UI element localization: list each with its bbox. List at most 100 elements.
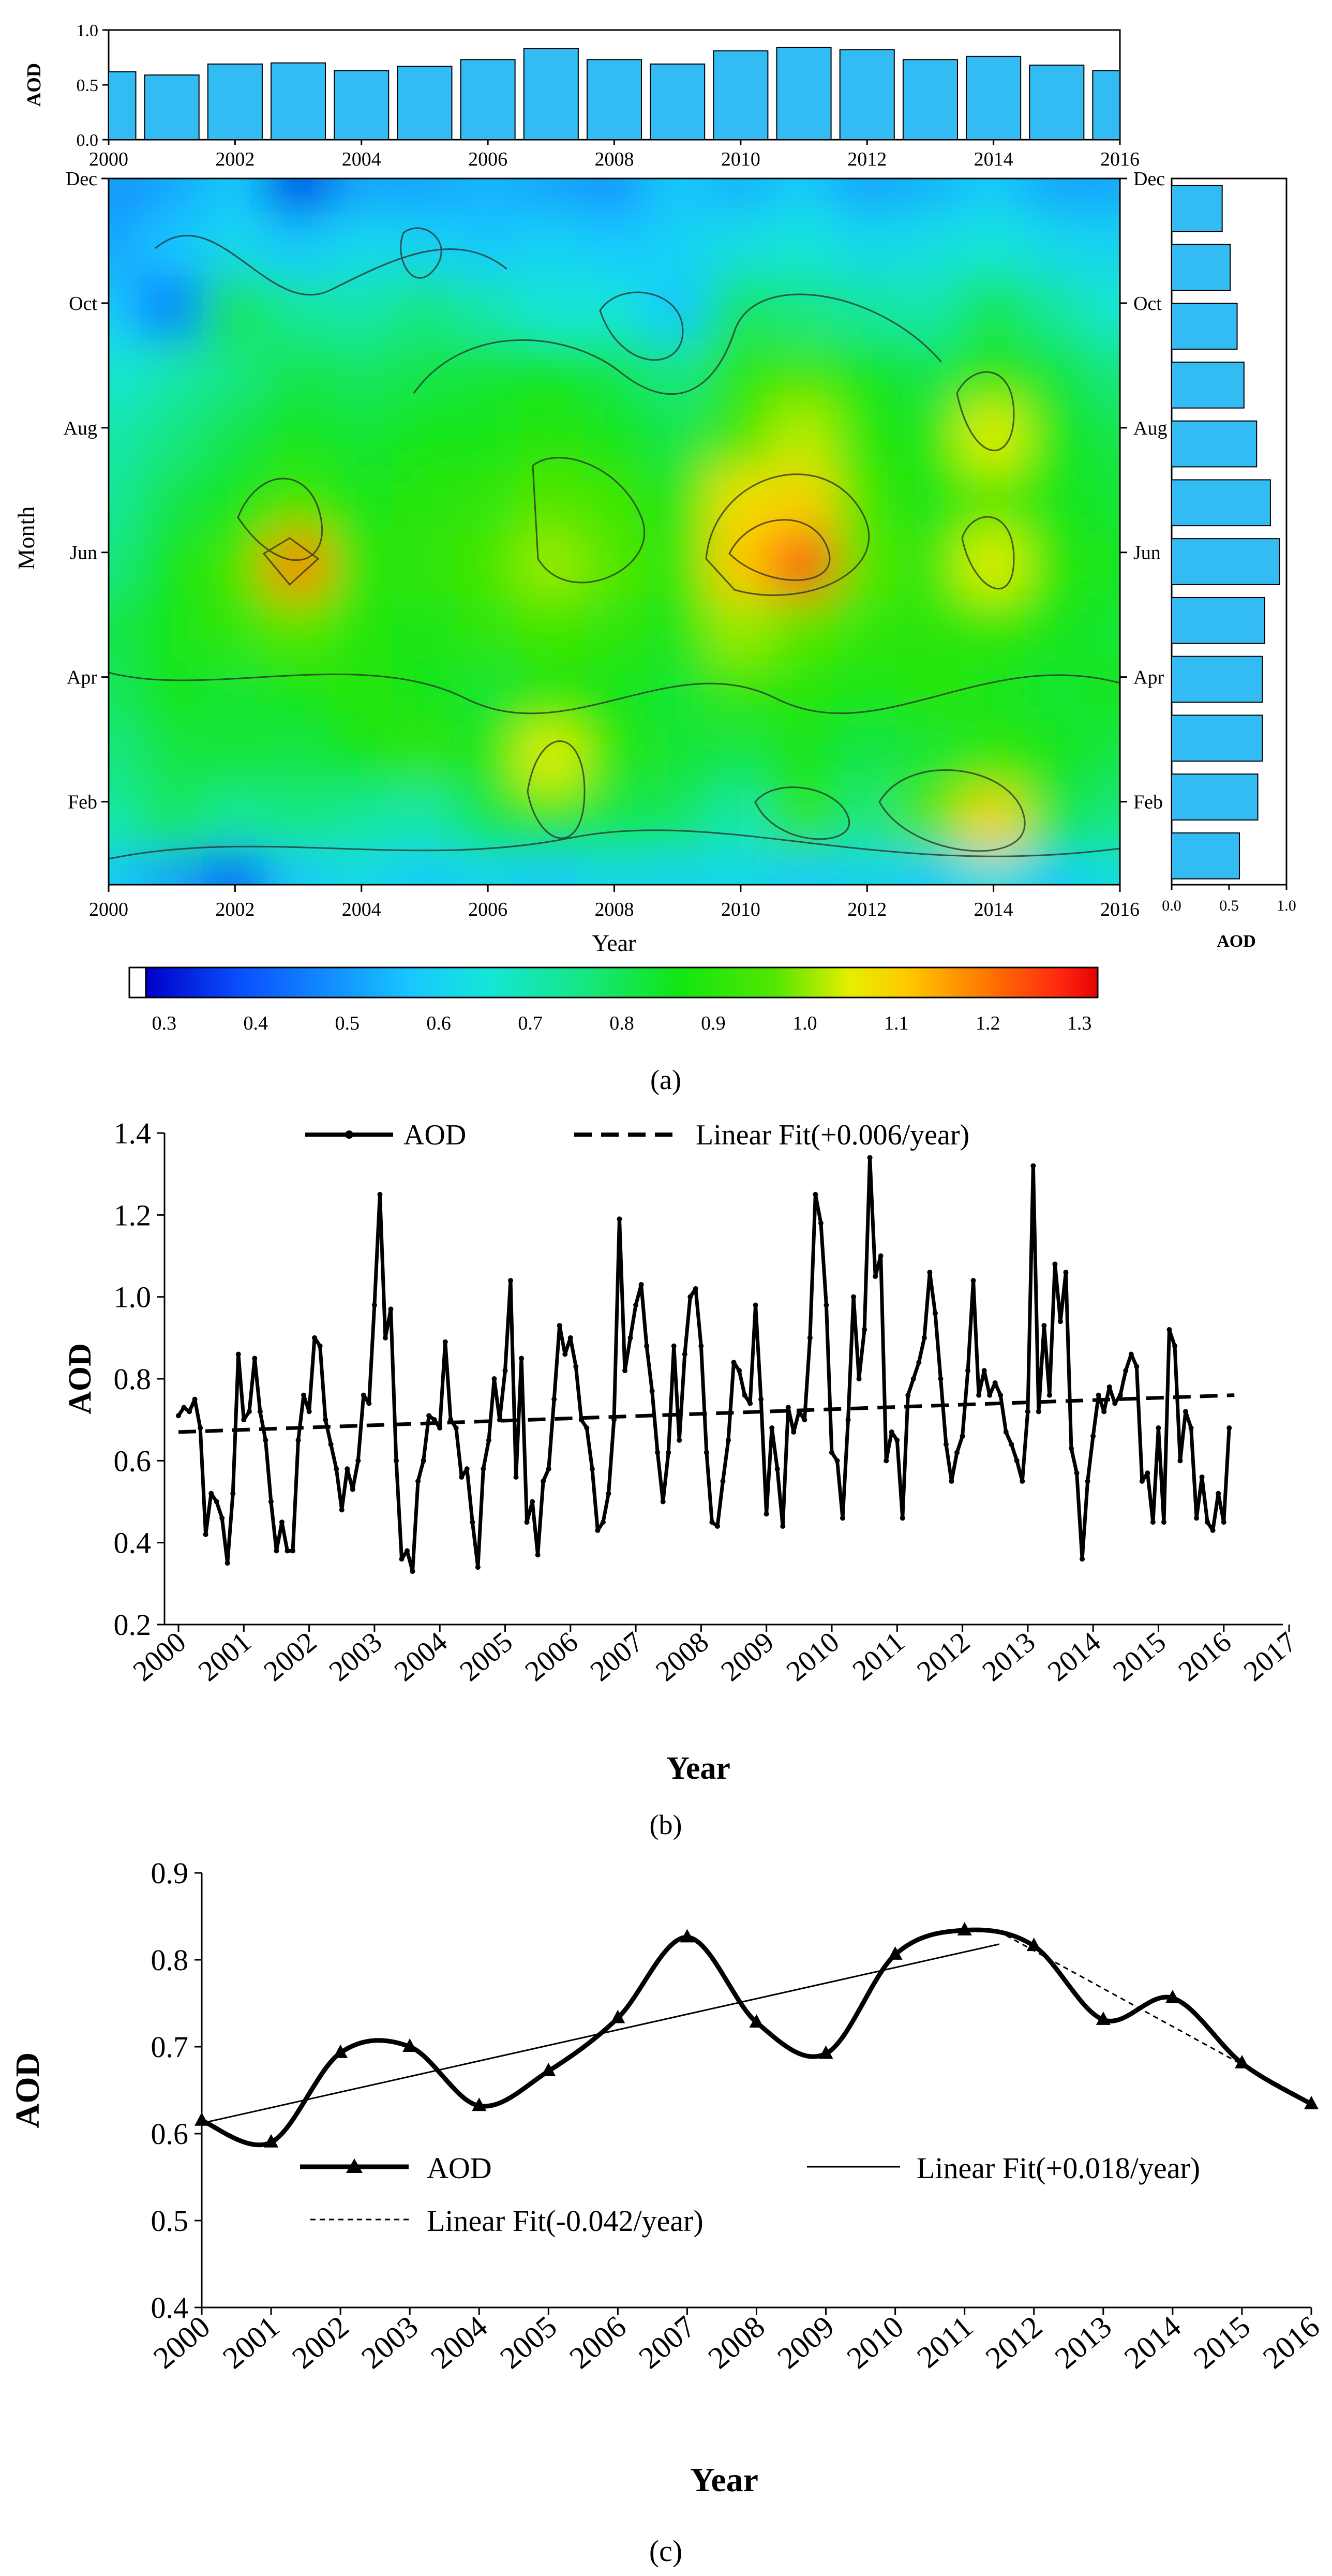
heatmap-cell [455,210,521,276]
heatmap-cell [581,402,647,469]
b-aod-point [410,1569,415,1574]
b-aod-point [323,1417,328,1423]
contour-line [400,227,442,279]
b-aod-point [1194,1515,1200,1521]
contour-line [109,829,1120,860]
b-aod-point [758,1396,764,1402]
heatmap-cell [1024,659,1089,725]
heatmap-cell [328,530,394,597]
right-xtick-label: 0.0 [1162,897,1181,914]
b-legend-fit-label: Linear Fit(+0.006/year) [696,1119,969,1151]
b-aod-point [666,1450,671,1455]
heatmap-cell [202,594,268,661]
b-aod-point [1156,1425,1161,1431]
heatmap-xlabel: Year [592,930,636,956]
heatmap-cell [518,530,584,597]
monthly-bar [1171,479,1271,527]
heatmap-cell [202,210,268,276]
heatmap-cell [1087,274,1120,340]
b-aod-point [1166,1327,1172,1332]
heatmap-cell [265,723,331,790]
monthly-bar [1171,420,1258,468]
heatmap-ytick-label: Oct [69,293,97,315]
heatmap-cell [645,530,710,597]
c-ytick-label: 0.9 [151,1856,189,1890]
heatmap-cell [961,402,1026,469]
b-xtick-label: 2008 [650,1626,715,1687]
heatmap-cell [771,787,837,854]
b-legend-aod-label: AOD [403,1119,466,1151]
b-aod-point [638,1282,644,1287]
b-aod-point [290,1548,296,1554]
b-aod-point [1052,1261,1058,1267]
heatmap-cell [771,851,837,885]
b-aod-point [339,1507,345,1513]
heatmap-cell [771,274,837,340]
heatmap-ylabel: Month [13,507,39,570]
b-aod-point [1177,1458,1183,1464]
b-aod-point [486,1437,491,1443]
heatmap-cell [961,530,1026,597]
b-aod-point [513,1475,519,1480]
b-xtick-label: 2007 [585,1626,650,1687]
heatmap-cell [771,530,837,597]
b-aod-point [301,1392,307,1398]
heatmap-right-ytick-label: Apr [1133,667,1164,689]
b-ytick-label: 0.2 [114,1608,152,1642]
colorbar-tick-label: 0.5 [335,1012,360,1034]
c-xtick-label: 2012 [979,2309,1049,2375]
heatmap-cell [645,594,710,661]
contour-line [705,473,870,596]
heatmap-cell [1024,338,1089,405]
b-aod-point [453,1425,459,1431]
top-xtick-label: 2014 [974,148,1013,170]
colorbar-tick-label: 1.0 [792,1012,817,1034]
heatmap-cell [265,210,331,276]
heatmap-cell [834,723,900,790]
top-xtick-label: 2008 [595,148,634,170]
heatmap-cell [202,659,268,725]
b-aod-point [192,1396,198,1402]
heatmap-cell [771,723,837,790]
heatmap-cell [139,466,205,533]
heatmap-cell [109,338,142,405]
contour-line [413,293,942,395]
b-aod-point [813,1192,818,1197]
heatmap-cell [645,723,710,790]
heatmap-cell [518,402,584,469]
heatmap-cell [455,787,521,854]
b-aod-point [693,1286,698,1291]
monthly-bar [1171,538,1280,585]
b-aod-point [573,1364,579,1369]
b-aod-point [910,1376,916,1381]
right-bar-xlabel: AOD [1217,932,1256,951]
b-aod-point [1090,1433,1096,1439]
b-aod-point [1161,1520,1166,1525]
b-aod-point [894,1437,900,1443]
heatmap-cell [645,402,710,469]
annual-bar-chart: 0.0 0.5 1.0 2000 2002 2004 2006 2008 2010 2012 20… [23,21,1140,170]
top-xtick-label: 2016 [1100,148,1140,170]
heatmap-cell [645,787,710,854]
b-aod-point [481,1466,486,1472]
heatmap-xtick-label: 2002 [215,899,255,920]
annual-bar [839,49,895,140]
heatmap-cell [1024,787,1089,854]
b-aod-point [960,1433,965,1439]
b-aod-point [530,1499,535,1505]
heatmap-cell [455,659,521,725]
heatmap-cell [581,851,647,885]
annual-bar [650,63,706,140]
heatmap-cell [139,851,205,885]
contour-line [109,672,1120,714]
heatmap-cell [834,402,900,469]
b-aod-point [1003,1429,1009,1435]
heatmap-cell [581,787,647,854]
panel-b: 0.20.40.60.81.01.21.4 2000 2001 2002 2003 20… [63,1116,1303,1840]
b-aod-point [421,1458,426,1464]
top-bar-ylabel: AOD [23,63,45,107]
annual-bar [523,48,579,141]
heatmap-cell [897,594,963,661]
b-aod-point [208,1491,214,1496]
b-aod-point [943,1441,949,1447]
